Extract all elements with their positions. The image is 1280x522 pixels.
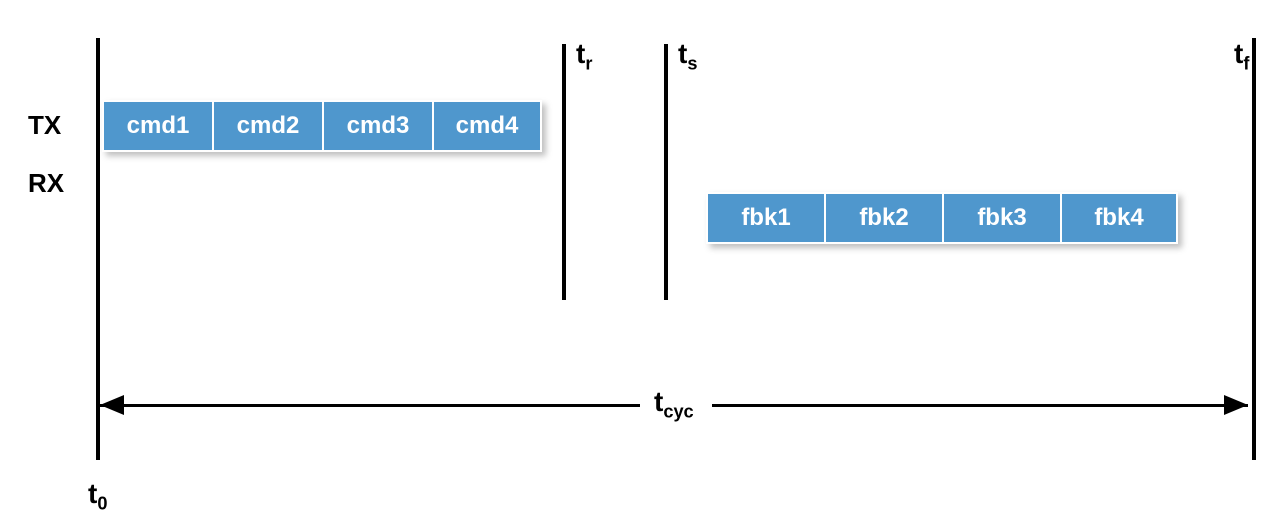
rx-block-4: fbk4 (1060, 192, 1178, 244)
tx-block-3: cmd3 (322, 100, 432, 152)
label-tf-sub: f (1243, 54, 1249, 74)
rx-block-3: fbk3 (942, 192, 1060, 244)
tcyc-arrow-seg1 (100, 404, 640, 407)
label-tf: tf (1234, 38, 1249, 75)
label-t0-base: t (88, 478, 97, 509)
label-tr-base: t (576, 38, 585, 69)
tx-block-4: cmd4 (432, 100, 542, 152)
tx-block-3-label: cmd3 (347, 112, 410, 140)
rx-block-1-label: fbk1 (741, 204, 790, 232)
row-label-rx-text: RX (28, 168, 64, 198)
marker-tr-line (562, 44, 566, 300)
tcyc-arrow-head-left (100, 395, 124, 415)
tcyc-arrow-seg2 (712, 404, 1248, 407)
label-tr: tr (576, 38, 592, 75)
tcyc-arrow-head-right (1224, 395, 1248, 415)
tx-block-row: cmd1 cmd2 cmd3 cmd4 (102, 100, 542, 152)
row-label-tx-text: TX (28, 110, 61, 140)
label-tcyc-sub: cyc (663, 402, 693, 422)
tx-block-1: cmd1 (102, 100, 212, 152)
label-ts-sub: s (687, 54, 697, 74)
tx-block-4-label: cmd4 (456, 112, 519, 140)
rx-block-3-label: fbk3 (977, 204, 1026, 232)
label-ts: ts (678, 38, 697, 75)
timing-diagram: TX RX cmd1 cmd2 cmd3 cmd4 fbk1 fbk2 fbk3… (0, 0, 1280, 522)
tx-block-1-label: cmd1 (127, 112, 190, 140)
label-tr-sub: r (585, 54, 592, 74)
label-tf-base: t (1234, 38, 1243, 69)
rx-block-2: fbk2 (824, 192, 942, 244)
rx-block-4-label: fbk4 (1094, 204, 1143, 232)
tx-block-2-label: cmd2 (237, 112, 300, 140)
rx-block-row: fbk1 fbk2 fbk3 fbk4 (706, 192, 1178, 244)
rx-block-2-label: fbk2 (859, 204, 908, 232)
rx-block-1: fbk1 (706, 192, 824, 244)
row-label-tx: TX (28, 110, 61, 141)
label-t0: t0 (88, 478, 107, 515)
tx-block-2: cmd2 (212, 100, 322, 152)
row-label-rx: RX (28, 168, 64, 199)
label-tcyc-base: t (654, 386, 663, 417)
label-tcyc: tcyc (654, 386, 694, 423)
label-ts-base: t (678, 38, 687, 69)
marker-ts-line (664, 44, 668, 300)
marker-tf-line (1252, 38, 1256, 460)
label-t0-sub: 0 (97, 494, 107, 514)
